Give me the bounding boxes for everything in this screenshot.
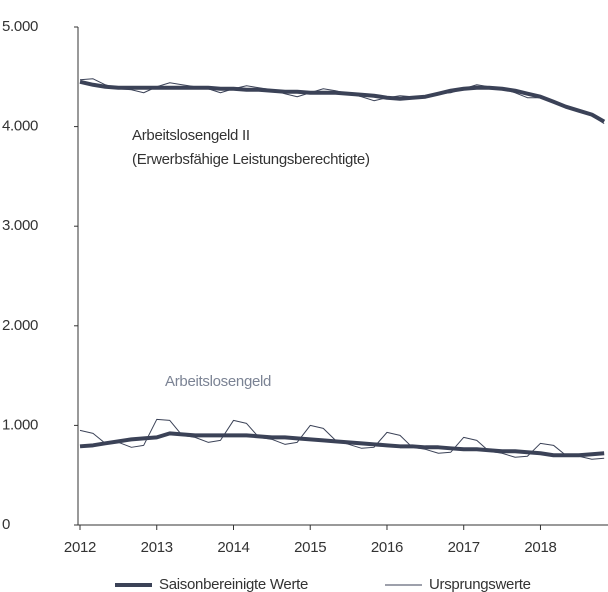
y-tick-label: 4.000 [2, 118, 38, 135]
y-tick-label: 0 [2, 516, 10, 533]
x-tick-label: 2015 [294, 539, 326, 556]
x-tick-label: 2012 [64, 539, 96, 556]
series-line [79, 79, 606, 124]
x-tick-label: 2016 [371, 539, 403, 556]
legend-label: Ursprungswerte [429, 576, 531, 592]
annotation: (Erwerbsfähige Leistungsberechtigte) [132, 151, 370, 168]
y-tick-label: 3.000 [2, 217, 38, 234]
series-line [79, 78, 605, 125]
x-tick-label: 2014 [217, 539, 249, 556]
series-line [79, 431, 605, 458]
x-tick-label: 2017 [448, 539, 480, 556]
annotation: Arbeitslosengeld II [132, 127, 250, 144]
y-tick-label: 2.000 [2, 317, 38, 334]
plot-area [79, 78, 606, 460]
y-tick-label: 5.000 [2, 18, 38, 35]
y-tick-label: 1.000 [2, 416, 38, 433]
legend-label: Saisonbereinigte Werte [159, 576, 308, 592]
annotation: Arbeitslosengeld [165, 373, 271, 390]
x-tick-label: 2018 [524, 539, 556, 556]
x-tick-label: 2013 [141, 539, 173, 556]
